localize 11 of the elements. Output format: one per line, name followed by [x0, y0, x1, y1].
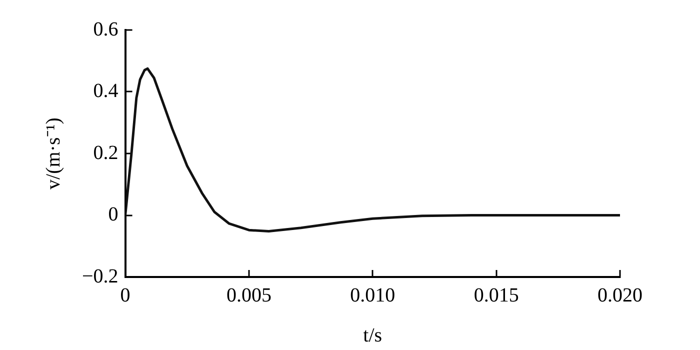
- y-tick-label: 0: [108, 204, 118, 226]
- x-tick-label: 0.005: [226, 284, 272, 306]
- x-tick-label: 0.010: [350, 284, 396, 306]
- x-axis-title: t/s: [363, 324, 382, 346]
- y-tick-label: 0.4: [93, 80, 118, 102]
- y-tick-label: 0.6: [93, 18, 118, 40]
- y-tick-label: 0.2: [93, 142, 118, 164]
- x-tick-label: 0.020: [598, 284, 642, 306]
- y-axis-title: v/(m·s⁻¹): [42, 118, 64, 190]
- x-tick-label: 0.015: [474, 284, 519, 306]
- y-tick-label: −0.2: [82, 265, 118, 288]
